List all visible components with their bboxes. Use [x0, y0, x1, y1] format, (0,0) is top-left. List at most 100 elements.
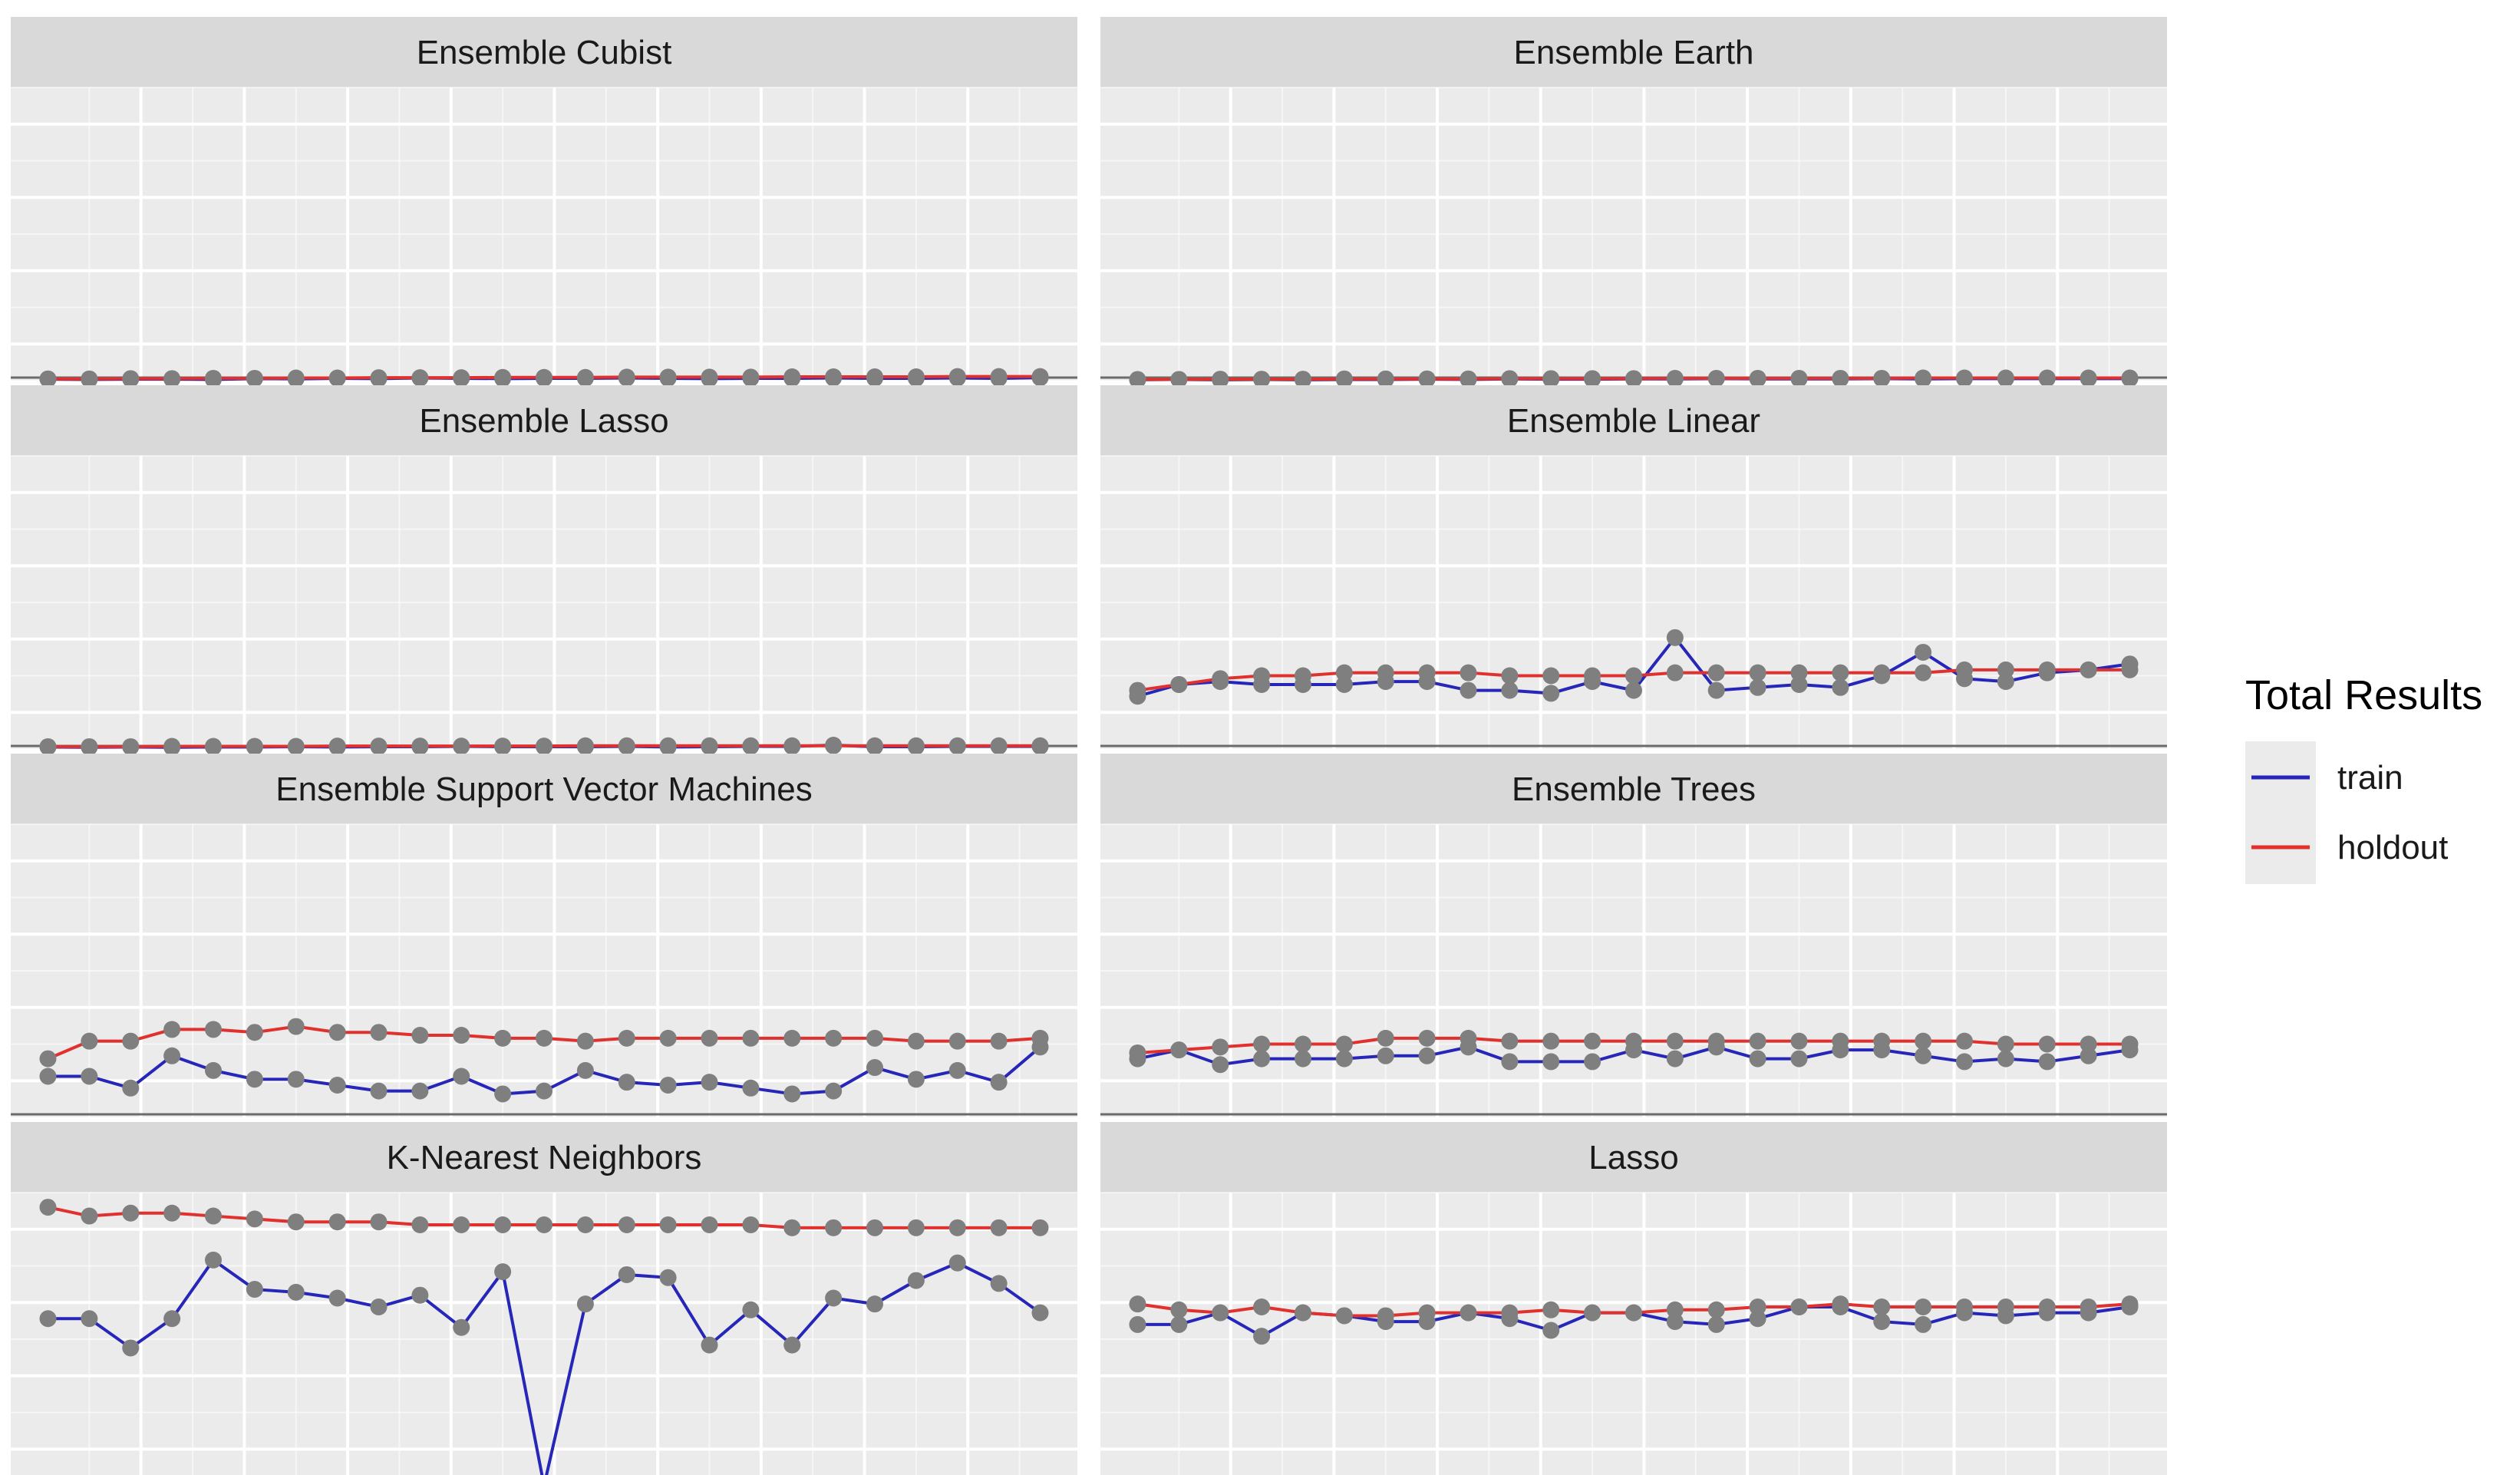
data-point-holdout	[1501, 370, 1519, 388]
data-point-train	[1915, 1047, 1932, 1064]
data-point-holdout	[2080, 369, 2097, 387]
facet-strip	[1100, 1122, 2167, 1193]
data-point-train	[1584, 1053, 1601, 1071]
data-point-holdout	[39, 1199, 57, 1216]
data-point-holdout	[1790, 1032, 1808, 1050]
data-point-holdout	[2038, 1035, 2056, 1053]
data-point-holdout	[163, 1204, 181, 1222]
data-point-holdout	[701, 368, 718, 386]
data-point-train	[411, 1082, 429, 1100]
data-point-holdout	[2038, 369, 2056, 387]
data-point-holdout	[1253, 371, 1271, 388]
data-point-holdout	[866, 1219, 884, 1236]
data-point-train	[1335, 675, 1353, 693]
data-point-holdout	[1707, 1032, 1725, 1050]
data-point-holdout	[742, 1216, 760, 1234]
data-point-holdout	[122, 738, 140, 755]
data-point-holdout	[825, 1219, 843, 1236]
data-point-holdout	[825, 368, 843, 386]
legend-title: Total Results	[2245, 672, 2482, 718]
data-point-holdout	[866, 737, 884, 754]
data-point-holdout	[370, 1213, 388, 1231]
facet-strip	[11, 17, 1077, 87]
facet-strip-title: Ensemble Trees	[1512, 770, 1756, 808]
data-point-holdout	[328, 738, 346, 755]
data-point-train	[163, 1047, 181, 1064]
data-point-holdout	[39, 738, 57, 755]
data-point-train	[246, 1281, 263, 1298]
data-point-holdout	[907, 368, 925, 386]
data-point-holdout	[1129, 1295, 1146, 1313]
data-point-holdout	[536, 738, 552, 755]
data-point-train	[1501, 681, 1519, 699]
data-point-holdout	[1584, 667, 1601, 685]
data-point-holdout	[494, 1216, 512, 1234]
data-point-holdout	[618, 368, 635, 386]
facet-panel: Ensemble Trees	[1100, 754, 2167, 1118]
data-point-holdout	[1915, 1032, 1932, 1050]
data-point-holdout	[246, 1210, 263, 1228]
data-point-holdout	[1956, 1032, 1974, 1050]
data-point-holdout	[453, 1216, 470, 1234]
data-point-holdout	[1625, 1032, 1642, 1050]
data-point-holdout	[1129, 1044, 1146, 1061]
facet-panels: Ensemble Cubist Ensemble Earth Ensemble La…	[11, 17, 2167, 1475]
data-point-train	[1335, 1050, 1353, 1067]
data-point-train	[1418, 1047, 1436, 1064]
data-point-train	[287, 1283, 305, 1301]
data-point-holdout	[1873, 369, 1891, 387]
data-point-train	[1873, 1313, 1891, 1331]
data-point-train	[742, 1079, 760, 1097]
data-point-holdout	[742, 1029, 760, 1047]
plot-background	[11, 1193, 1077, 1475]
data-point-holdout	[701, 737, 718, 754]
data-point-holdout	[287, 1018, 305, 1035]
data-point-holdout	[1377, 664, 1394, 681]
data-point-holdout	[370, 738, 388, 755]
data-point-holdout	[1584, 1032, 1601, 1050]
facet-strip	[11, 1122, 1077, 1193]
data-point-holdout	[1997, 661, 2014, 678]
data-point-holdout	[39, 1050, 57, 1067]
data-point-holdout	[1666, 664, 1684, 681]
data-point-holdout	[1460, 1029, 1477, 1047]
data-point-train	[576, 1061, 594, 1079]
data-point-holdout	[1377, 1029, 1394, 1047]
data-point-holdout	[1997, 1298, 2014, 1315]
data-point-train	[328, 1076, 346, 1094]
data-point-holdout	[411, 1216, 429, 1234]
data-point-holdout	[204, 369, 222, 387]
data-point-holdout	[287, 1213, 305, 1231]
data-point-holdout	[1873, 664, 1891, 681]
data-point-train	[825, 1082, 843, 1100]
data-point-train	[494, 1085, 512, 1103]
data-point-holdout	[742, 737, 760, 754]
data-point-train	[328, 1289, 346, 1307]
data-point-train	[122, 1079, 140, 1097]
data-point-holdout	[1031, 737, 1049, 754]
data-point-holdout	[1749, 1032, 1766, 1050]
data-point-train	[948, 1254, 966, 1272]
data-point-holdout	[453, 369, 470, 387]
legend-label-holdout: holdout	[2337, 829, 2448, 866]
facet-panel: Ensemble Linear	[1100, 385, 2167, 750]
data-point-holdout	[411, 738, 429, 755]
data-point-holdout	[328, 369, 346, 387]
data-point-holdout	[163, 370, 181, 388]
data-point-holdout	[990, 737, 1008, 754]
data-point-train	[1790, 675, 1808, 693]
data-point-train	[39, 1067, 57, 1085]
data-point-holdout	[287, 738, 305, 755]
data-point-holdout	[659, 368, 677, 386]
data-point-holdout	[1501, 1032, 1519, 1050]
data-point-holdout	[701, 1216, 718, 1234]
data-point-holdout	[1170, 371, 1188, 388]
data-point-holdout	[1749, 369, 1766, 387]
data-point-train	[1790, 1050, 1808, 1067]
data-point-train	[81, 1310, 98, 1328]
data-point-holdout	[1294, 1304, 1311, 1322]
data-point-holdout	[742, 368, 760, 386]
data-point-train	[1707, 681, 1725, 699]
data-point-train	[411, 1286, 429, 1304]
data-point-train	[1666, 1050, 1684, 1067]
